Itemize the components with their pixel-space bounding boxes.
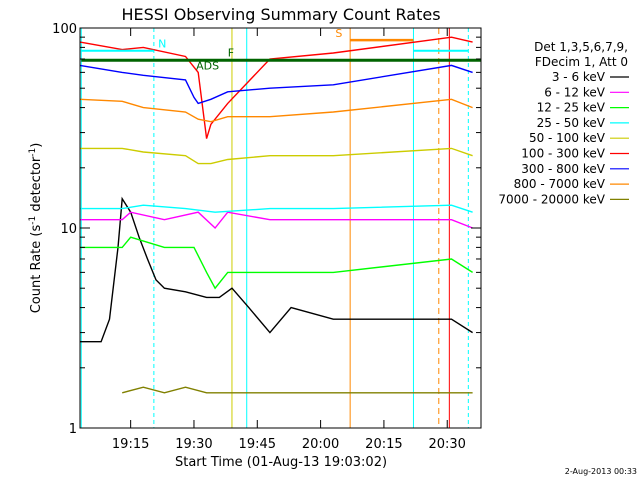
legend: Det 1,3,5,6,7,9, FDecim 1, Att 0 3 - 6 k… <box>498 40 629 206</box>
series-line-1 <box>80 196 473 343</box>
legend-label: 6 - 12 keV <box>544 85 606 99</box>
y-axis-ticks: 1 10 100 <box>52 22 481 437</box>
legend-header-line2: FDecim 1, Att 0 <box>535 55 628 69</box>
series-line-7 <box>79 64 473 105</box>
annotation-label: F <box>228 47 234 60</box>
legend-label: 3 - 6 keV <box>552 70 606 84</box>
legend-label: 25 - 50 keV <box>537 116 606 130</box>
legend-label: 50 - 100 keV <box>529 131 606 145</box>
y-tick-label: 1 <box>69 422 77 437</box>
x-tick-label: 20:30 <box>428 437 465 452</box>
legend-label: 100 - 300 keV <box>521 147 605 161</box>
x-tick-label: 20:00 <box>302 437 339 452</box>
x-tick-label: 20:15 <box>365 437 402 452</box>
footer-date: 2-Aug-2013 00:33 <box>565 467 637 476</box>
series-line-9 <box>122 386 473 394</box>
legend-label: 7000 - 20000 keV <box>498 192 605 206</box>
series-line-5 <box>80 147 473 165</box>
series-line-4 <box>80 204 473 213</box>
legend-header-line1: Det 1,3,5,6,7,9, <box>534 40 628 54</box>
x-tick-label: 19:45 <box>239 437 276 452</box>
x-tick-label: 19:30 <box>175 437 212 452</box>
legend-label: 300 - 800 keV <box>521 162 605 176</box>
chart-title: HESSI Observing Summary Count Rates <box>121 5 440 24</box>
series-line-2 <box>80 211 473 230</box>
y-tick-label: 100 <box>52 22 77 37</box>
y-tick-label: 10 <box>60 222 77 237</box>
annotation-label: ADS <box>196 60 219 73</box>
series-line-3 <box>80 236 473 290</box>
series-line-6 <box>79 36 473 139</box>
x-axis-label: Start Time (01-Aug-13 19:03:02) <box>175 455 387 470</box>
legend-label: 12 - 25 keV <box>537 101 606 115</box>
y-axis-label: Count Rate (s-1 detector-1) <box>28 143 44 314</box>
annotation-label: S <box>335 27 342 40</box>
x-axis-ticks: 19:15 19:30 19:45 20:00 20:15 20:30 <box>112 28 466 452</box>
legend-label: 800 - 7000 keV <box>514 177 606 191</box>
x-tick-label: 19:15 <box>112 437 149 452</box>
plot-area: S N ADS F <box>79 27 481 428</box>
annotation-label: N <box>158 37 166 50</box>
series-line-8 <box>79 98 473 123</box>
